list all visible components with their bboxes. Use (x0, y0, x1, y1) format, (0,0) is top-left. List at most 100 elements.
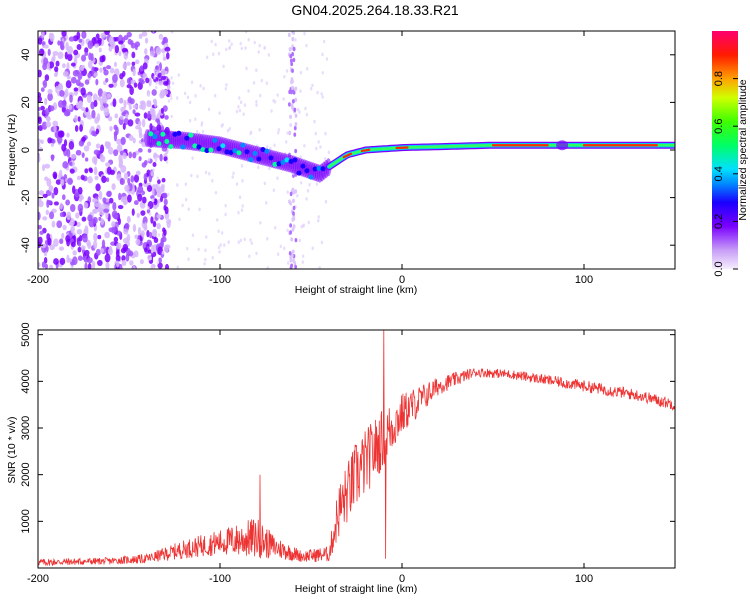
noise-blob (70, 62, 76, 67)
noise-blob (53, 125, 57, 133)
noise-blob (159, 35, 162, 40)
noise-blob (255, 99, 258, 104)
noise-blob (45, 209, 50, 216)
noise-blob (162, 192, 168, 199)
noise-blob (160, 239, 164, 248)
noise-blob (83, 145, 90, 152)
noise-blob (208, 171, 211, 176)
streak-blob (288, 251, 292, 256)
noise-blob (67, 177, 73, 185)
noise-blob (84, 168, 89, 174)
noise-blob (296, 107, 300, 112)
noise-blob (227, 39, 231, 43)
noise-blob (91, 260, 96, 269)
noise-blob (164, 115, 169, 120)
noise-blob (231, 175, 234, 179)
noise-blob (142, 62, 148, 70)
noise-blob (214, 190, 218, 195)
signal-blob (260, 147, 266, 153)
noise-blob (40, 87, 45, 92)
noise-blob (188, 118, 192, 123)
noise-blob (51, 220, 56, 228)
noise-blob (68, 140, 75, 150)
noise-blob (129, 260, 134, 266)
streak-blob (288, 199, 291, 204)
noise-blob (105, 262, 110, 269)
noise-blob (41, 261, 46, 268)
noise-blob (123, 200, 127, 206)
noise-blob (299, 70, 303, 75)
noise-blob (146, 208, 151, 214)
noise-blob (52, 120, 59, 127)
signal-blob (312, 166, 318, 172)
noise-blob (132, 68, 136, 77)
noise-blob (87, 60, 93, 69)
noise-blob (277, 130, 280, 135)
noise-blob (57, 100, 64, 108)
noise-blob (112, 73, 118, 83)
noise-blob (103, 107, 110, 117)
noise-blob (223, 243, 226, 247)
noise-blob (53, 72, 58, 78)
noise-blob (78, 100, 83, 108)
noise-blob (138, 156, 142, 162)
noise-blob (187, 207, 190, 211)
streak-blob (292, 190, 296, 195)
noise-blob (99, 55, 105, 63)
noise-blob (112, 201, 117, 211)
colorbar-label: Normalized spectral amplitude (737, 79, 749, 220)
noise-blob (150, 195, 155, 200)
noise-blob (224, 212, 227, 217)
noise-blob (127, 177, 131, 185)
noise-blob (95, 183, 101, 192)
colorbar-tick-label: 0.0 (713, 261, 725, 276)
noise-blob (298, 110, 301, 114)
noise-blob (163, 156, 168, 162)
noise-blob (320, 92, 323, 96)
noise-blob (161, 185, 165, 193)
noise-blob (68, 104, 73, 110)
noise-blob (128, 105, 132, 110)
noise-blob (97, 96, 102, 102)
noise-blob (123, 35, 129, 41)
noise-blob (78, 140, 85, 147)
snr-ytick-label: 3000 (20, 416, 32, 440)
noise-blob (87, 242, 92, 249)
signal-blob (248, 157, 254, 163)
spectrogram-ytick-label: 0 (20, 147, 32, 153)
noise-blob (84, 157, 89, 162)
noise-blob (42, 193, 48, 198)
noise-blob (108, 83, 114, 88)
noise-blob (100, 248, 104, 254)
noise-blob (181, 203, 184, 208)
noise-blob (186, 246, 189, 251)
streak-blob (291, 52, 295, 57)
noise-blob (164, 263, 170, 269)
noise-blob (62, 99, 67, 108)
noise-blob (161, 68, 166, 77)
spectrogram-xtick-label: 0 (399, 274, 405, 286)
noise-blob (115, 254, 121, 262)
noise-blob (302, 223, 306, 228)
noise-blob (86, 94, 92, 104)
noise-blob (117, 205, 124, 210)
noise-blob (286, 131, 289, 135)
noise-blob (257, 165, 260, 170)
noise-blob (143, 173, 148, 181)
noise-blob (301, 260, 304, 264)
noise-blob (119, 115, 124, 120)
streak-blob (290, 61, 294, 67)
noise-blob (114, 113, 119, 119)
noise-blob (140, 230, 145, 238)
noise-blob (159, 153, 163, 162)
noise-blob (44, 108, 50, 116)
noise-blob (88, 52, 92, 61)
noise-blob (80, 87, 86, 96)
noise-blob (73, 49, 79, 56)
noise-blob (162, 53, 166, 58)
noise-blob (77, 186, 83, 195)
noise-blob (97, 37, 102, 44)
noise-blob (157, 183, 160, 188)
noise-blob (80, 174, 85, 181)
noise-blob (315, 146, 318, 151)
